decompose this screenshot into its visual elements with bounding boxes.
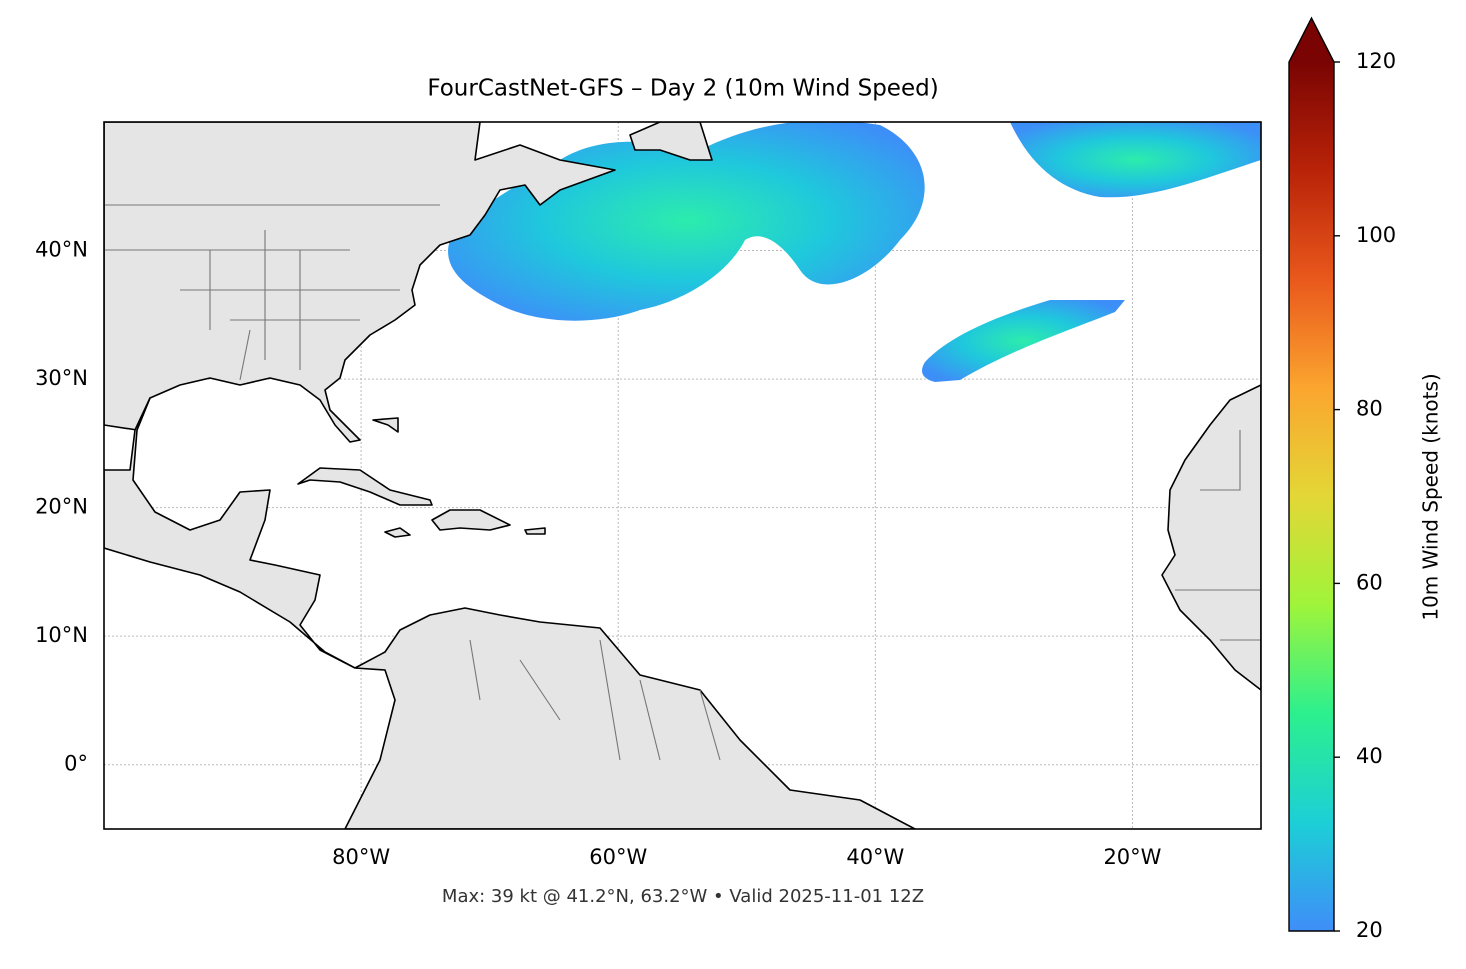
colorbar-tick-label: 120 [1356, 49, 1396, 73]
colorbar-tick-label: 40 [1356, 744, 1383, 768]
colorbar-frame [1288, 16, 1335, 932]
caption: Max: 39 kt @ 41.2°N, 63.2°W • Valid 2025… [442, 886, 924, 907]
land [1161, 384, 1261, 691]
colorbar-scale [1289, 62, 1334, 931]
colorbar-label: 10m Wind Speed (knots) [1419, 373, 1443, 620]
x-tick-label: 20°W [1103, 845, 1161, 869]
land [431, 509, 511, 531]
land [104, 122, 616, 443]
land [104, 397, 916, 829]
y-tick-label: 30°N [35, 366, 88, 390]
land [297, 467, 433, 506]
y-tick-label: 0° [64, 752, 88, 776]
wind-area [922, 300, 1125, 382]
border [104, 204, 1261, 761]
chart-title: FourCastNet-GFS – Day 2 (10m Wind Speed) [427, 76, 938, 102]
x-tick-label: 40°W [846, 845, 904, 869]
colorbar-extend [1289, 18, 1334, 62]
land [629, 122, 713, 161]
y-tick-label: 10°N [35, 623, 88, 647]
y-tick-label: 40°N [35, 238, 88, 262]
colorbar-tick-label: 100 [1356, 223, 1396, 247]
map-frame [103, 121, 1262, 830]
map-area [104, 122, 1261, 829]
wind-area [1010, 122, 1261, 198]
colorbar-tick-label: 80 [1356, 397, 1383, 421]
land [372, 417, 546, 538]
colorbar-tick-label: 60 [1356, 570, 1383, 594]
colorbar-tick-label: 20 [1356, 918, 1383, 942]
colorbar: 20 40 60 80 100 120 [1288, 16, 1396, 942]
x-tick-label: 60°W [589, 845, 647, 869]
y-tick-label: 20°N [35, 495, 88, 519]
x-tick-label: 80°W [332, 845, 390, 869]
